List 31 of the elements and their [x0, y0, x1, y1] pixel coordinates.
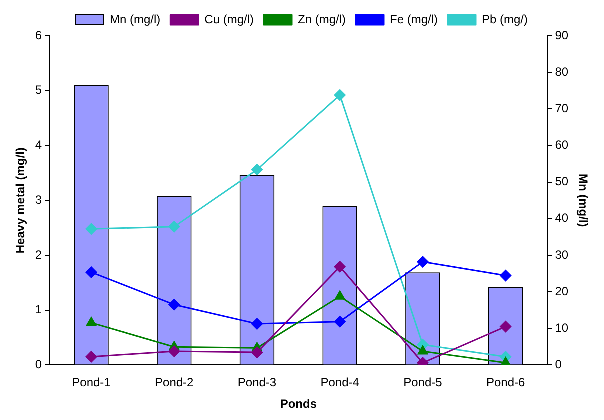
x-tick-label: Pond-4	[320, 376, 360, 390]
x-axis-title: Ponds	[280, 397, 318, 412]
y2-tick-label: 50	[555, 174, 569, 189]
y2-tick-label: 20	[555, 284, 569, 298]
y2-tick-label: 40	[555, 211, 569, 226]
y-tick-label: 3	[35, 192, 42, 207]
y-tick-label: 6	[35, 28, 42, 42]
y2-tick-label: 90	[555, 28, 569, 42]
legend-label: Fe (mg/l)	[390, 12, 438, 26]
legend-label: Zn (mg/l)	[298, 12, 346, 26]
legend-label: Cu (mg/l)	[204, 12, 254, 26]
x-tick-label: Pond-2	[155, 376, 194, 390]
y-tick-label: 5	[35, 83, 42, 98]
y-tick-label: 0	[35, 358, 42, 372]
y2-tick-label: 10	[555, 320, 569, 335]
y-tick-label: 1	[35, 302, 42, 317]
x-tick-label: Pond-6	[486, 376, 526, 390]
x-tick-label: Pond-1	[72, 376, 112, 390]
x-tick-label: Pond-5	[404, 376, 443, 390]
y2-tick-label: 30	[555, 248, 569, 262]
y-axis-title: Heavy metal (mg/l)	[14, 148, 28, 254]
y2-tick-label: 70	[555, 101, 569, 116]
y2-tick-label: 80	[555, 64, 569, 79]
y2-tick-label: 0	[555, 358, 562, 372]
legend-label: Pb (mg/)	[482, 12, 528, 26]
y-tick-label: 4	[35, 138, 42, 152]
x-tick-label: Pond-3	[238, 376, 277, 390]
y-tick-label: 2	[35, 248, 42, 262]
y2-axis-title: Mn (mg/l)	[576, 174, 590, 228]
legend-label: Mn (mg/l)	[110, 12, 161, 26]
y2-tick-label: 60	[555, 138, 569, 152]
